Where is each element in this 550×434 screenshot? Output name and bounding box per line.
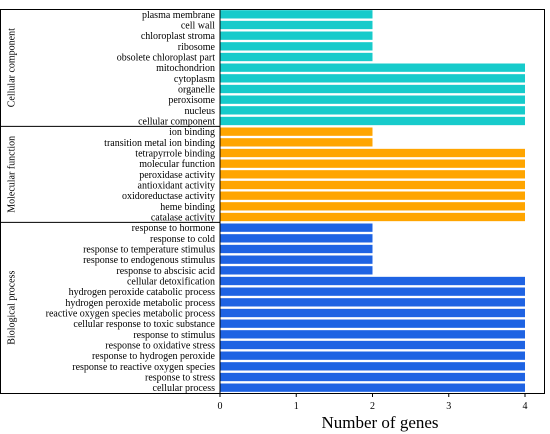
category-label: cellular detoxification — [127, 277, 215, 288]
bar-0-0 — [220, 10, 373, 19]
category-label: peroxisome — [168, 95, 215, 106]
bar-2-9 — [220, 319, 525, 328]
bar-0-9 — [220, 106, 525, 115]
bar-2-3 — [220, 255, 373, 264]
category-label: cellular component — [138, 117, 215, 128]
bar-0-10 — [220, 116, 525, 126]
category-label: response to reactive oxygen species — [72, 362, 215, 373]
category-label: ribosome — [178, 42, 216, 53]
category-label: cell wall — [181, 21, 215, 32]
category-label: response to endogenous stimulus — [83, 255, 215, 266]
category-label: catalase activity — [151, 213, 215, 224]
category-label: hydrogen peroxide metabolic process — [65, 298, 215, 309]
category-label: response to stress — [145, 373, 215, 384]
bar-2-15 — [220, 383, 525, 392]
bar-1-0 — [220, 127, 373, 136]
category-label: response to abscisic acid — [116, 266, 215, 277]
bar-2-11 — [220, 340, 525, 350]
bar-2-1 — [220, 234, 373, 243]
bar-0-6 — [220, 74, 525, 83]
category-label: plasma membrane — [142, 10, 216, 21]
category-label: chloroplast stroma — [141, 31, 216, 42]
group-label-0: Cellular component — [7, 28, 18, 107]
frame-outline — [0, 9, 545, 394]
bar-2-4 — [220, 266, 373, 275]
category-label: response to hormone — [132, 223, 216, 234]
category-label: response to stimulus — [133, 330, 215, 341]
x-tick-label: 1 — [294, 401, 299, 412]
category-label: ion binding — [169, 127, 215, 138]
bar-2-12 — [220, 351, 525, 360]
bar-1-7 — [220, 202, 525, 211]
bar-2-6 — [220, 287, 525, 296]
category-label: organelle — [178, 85, 216, 96]
group-label-1: Molecular function — [7, 136, 18, 213]
x-tick-label: 2 — [370, 401, 375, 412]
bar-2-14 — [220, 372, 525, 382]
category-label: cellular response to toxic substance — [73, 319, 215, 330]
bar-0-5 — [220, 63, 525, 72]
bar-0-7 — [220, 84, 525, 94]
category-label: cytoplasm — [174, 74, 215, 85]
x-tick-label: 0 — [218, 401, 223, 412]
category-label: obsolete chloroplast part — [117, 53, 216, 64]
bar-1-3 — [220, 159, 525, 168]
category-label: response to hydrogen peroxide — [92, 351, 216, 362]
bar-2-2 — [220, 244, 373, 254]
bar-0-3 — [220, 42, 373, 51]
bars — [220, 10, 525, 392]
category-label: response to temperature stimulus — [83, 245, 215, 256]
bar-1-2 — [220, 148, 525, 158]
bar-1-4 — [220, 170, 525, 179]
bar-2-13 — [220, 362, 525, 371]
category-label: mitochondrion — [156, 63, 215, 74]
x-axis-title: Number of genes — [321, 413, 438, 432]
category-label: response to cold — [150, 234, 215, 245]
bar-1-6 — [220, 191, 525, 200]
bar-0-1 — [220, 20, 373, 30]
x-axis: 0 1 2 3 4 — [218, 393, 528, 412]
category-label: molecular function — [139, 159, 215, 170]
plot-frame — [0, 9, 545, 394]
bar-0-2 — [220, 31, 373, 40]
bar-1-5 — [220, 180, 525, 190]
bar-2-10 — [220, 330, 525, 339]
bar-2-5 — [220, 276, 525, 286]
category-label: oxidoreductase activity — [122, 191, 215, 202]
category-label: nucleus — [184, 106, 215, 117]
category-label: peroxidase activity — [139, 170, 215, 181]
bar-2-7 — [220, 298, 525, 307]
category-label: heme binding — [160, 202, 215, 213]
category-label: tetrapyrrole binding — [135, 149, 215, 160]
bar-2-8 — [220, 308, 525, 318]
bar-1-8 — [220, 212, 525, 222]
x-tick-label: 3 — [446, 401, 451, 412]
category-label: hydrogen peroxide catabolic process — [69, 287, 215, 298]
category-label: reactive oxygen species metabolic proces… — [46, 309, 215, 320]
category-label: transition metal ion binding — [104, 138, 215, 149]
category-label: antioxidant activity — [138, 181, 215, 192]
category-label: response to oxidative stress — [105, 341, 215, 352]
bar-0-4 — [220, 52, 373, 62]
bar-2-0 — [220, 223, 373, 232]
group-labels: Cellular component Molecular function Biol… — [7, 28, 18, 345]
bar-0-8 — [220, 95, 525, 104]
group-label-2: Biological process — [7, 270, 18, 344]
category-label: cellular process — [153, 383, 216, 394]
x-tick-label: 4 — [523, 401, 528, 412]
bar-1-1 — [220, 138, 373, 147]
